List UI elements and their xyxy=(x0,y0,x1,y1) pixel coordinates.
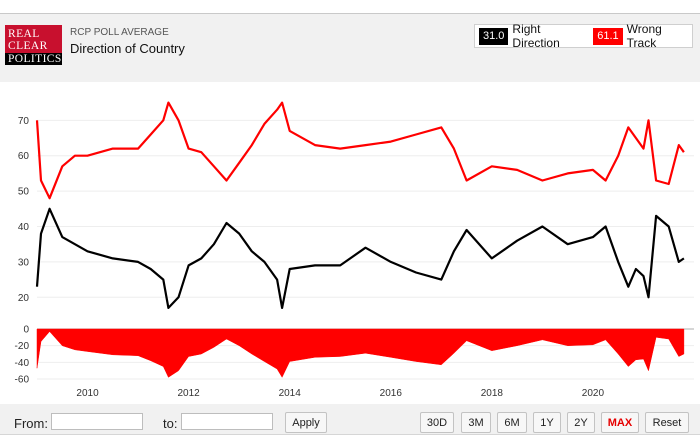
right-direction-line xyxy=(35,207,685,309)
y-tick-label: 30 xyxy=(18,257,30,268)
y-tick-label: 40 xyxy=(18,222,30,233)
spread-tick-label: 0 xyxy=(23,325,29,336)
chart-svg[interactable]: 20 30 40 50 60 70 0 -20 -40 -60 2010 2012 2014 2016 20… xyxy=(0,82,700,404)
range-3m-button[interactable]: 3M xyxy=(461,412,491,433)
range-30d-button[interactable]: 30D xyxy=(420,412,454,433)
legend-right-label: Right Direction xyxy=(512,22,560,50)
legend-wrong-value: 61.1 xyxy=(593,27,623,45)
x-tick-label: 2020 xyxy=(582,388,605,399)
from-label: From: xyxy=(14,416,48,431)
legend-right-value: 31.0 xyxy=(479,27,509,45)
range-1y-button[interactable]: 1Y xyxy=(533,412,561,433)
range-max-button[interactable]: MAX xyxy=(601,412,639,433)
range-6m-button[interactable]: 6M xyxy=(497,412,527,433)
top-divider xyxy=(0,13,700,14)
spread-tick-label: -40 xyxy=(15,358,30,369)
x-tick-label: 2018 xyxy=(481,388,504,399)
logo-line-1: REAL xyxy=(8,28,40,40)
x-tick-label: 2014 xyxy=(279,388,302,399)
wrong-track-line xyxy=(35,101,685,200)
y-tick-label: 70 xyxy=(18,116,30,127)
y-tick-label: 50 xyxy=(18,187,30,198)
spread-tick-label: -20 xyxy=(15,341,30,352)
range-controls: From: to: Apply 30D 3M 6M 1Y 2Y MAX Rese… xyxy=(0,410,700,436)
from-date-input[interactable] xyxy=(51,413,143,430)
spread-area xyxy=(36,328,685,378)
plot-area[interactable]: 20 30 40 50 60 70 0 -20 -40 -60 2010 2012 2014 2016 20… xyxy=(0,82,700,404)
rcp-logo: REAL CLEAR POLITICS xyxy=(5,25,62,65)
x-tick-label: 2016 xyxy=(380,388,403,399)
range-2y-button[interactable]: 2Y xyxy=(567,412,595,433)
legend-wrong-label: Wrong Track xyxy=(626,22,662,50)
x-tick-label: 2010 xyxy=(76,388,99,399)
legend: 31.0 Right Direction 61.1 Wrong Track xyxy=(474,22,693,50)
spread-tick-label: -60 xyxy=(15,375,30,386)
chart-subtitle: RCP POLL AVERAGE xyxy=(70,27,169,38)
to-date-input[interactable] xyxy=(181,413,273,430)
to-label: to: xyxy=(163,416,178,431)
apply-button[interactable]: Apply xyxy=(285,412,327,433)
y-tick-label: 60 xyxy=(18,151,30,162)
chart-title: Direction of Country xyxy=(70,41,185,56)
logo-line-3: POLITICS xyxy=(5,53,62,65)
x-tick-label: 2012 xyxy=(177,388,200,399)
y-tick-label: 20 xyxy=(18,293,30,304)
logo-line-2: CLEAR xyxy=(8,40,48,52)
reset-button[interactable]: Reset xyxy=(645,412,689,433)
